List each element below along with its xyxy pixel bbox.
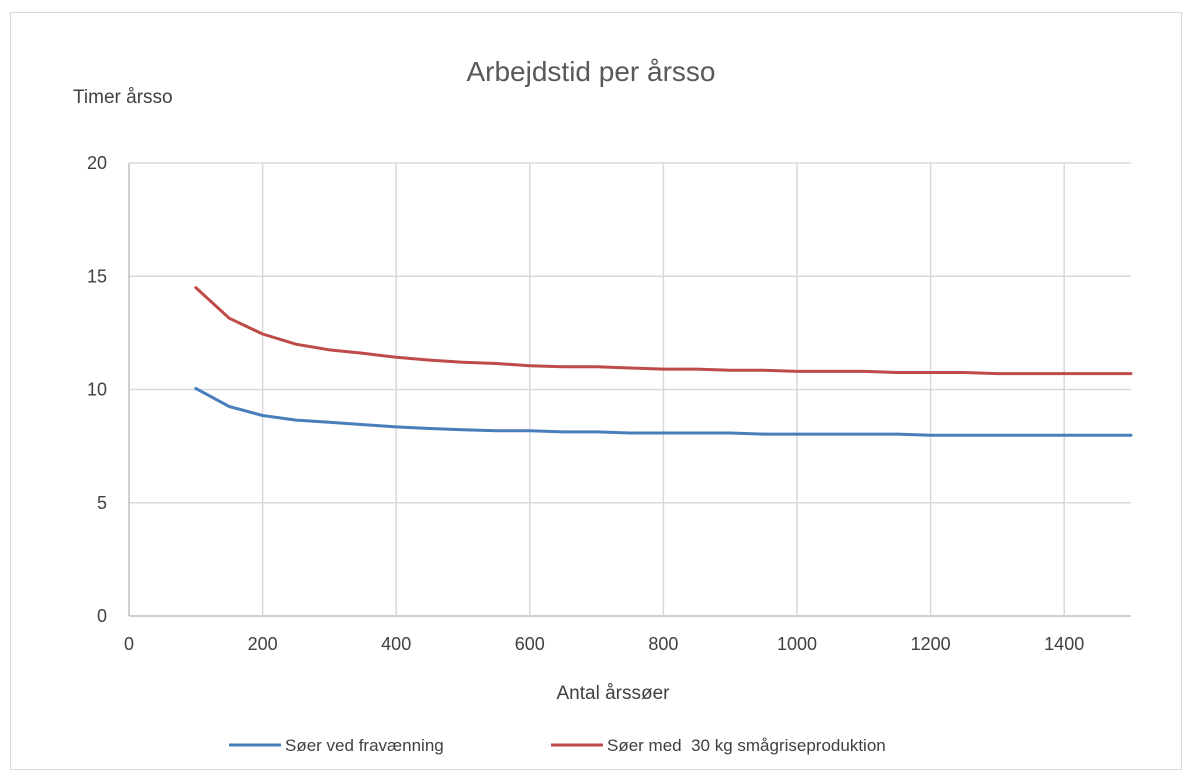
line-chart: Arbejdstid per årsso Timer årsso Antal å… <box>73 56 1133 755</box>
y-axis-title: Timer årsso <box>73 87 173 108</box>
series-line-2 <box>194 286 1133 376</box>
x-axis-title: Antal årssøer <box>557 683 671 704</box>
x-tick-label: 1400 <box>1044 634 1084 654</box>
x-tick-label: 600 <box>515 634 545 654</box>
y-tick-label: 15 <box>87 266 107 286</box>
x-tick-label: 0 <box>124 634 134 654</box>
y-tick-label: 0 <box>97 606 107 626</box>
series-lines <box>194 286 1133 437</box>
chart-frame: Arbejdstid per årsso Timer årsso Antal å… <box>10 12 1182 770</box>
series-line-1 <box>194 386 1133 437</box>
gridlines <box>128 162 1131 617</box>
y-tick-label: 10 <box>87 380 107 400</box>
x-tick-label: 1000 <box>777 634 817 654</box>
chart-title: Arbejdstid per årsso <box>466 56 715 87</box>
legend-label: Søer med 30 kg smågriseproduktion <box>607 736 886 755</box>
x-tick-label: 400 <box>381 634 411 654</box>
y-tick-label: 20 <box>87 153 107 173</box>
y-tick-label: 5 <box>97 493 107 513</box>
x-tick-label: 1200 <box>911 634 951 654</box>
x-tick-label: 200 <box>248 634 278 654</box>
legend-label: Søer ved fravænning <box>285 736 444 755</box>
x-tick-label: 800 <box>648 634 678 654</box>
legend: Søer ved fravænning Søer med 30 kg smågri… <box>229 736 886 755</box>
